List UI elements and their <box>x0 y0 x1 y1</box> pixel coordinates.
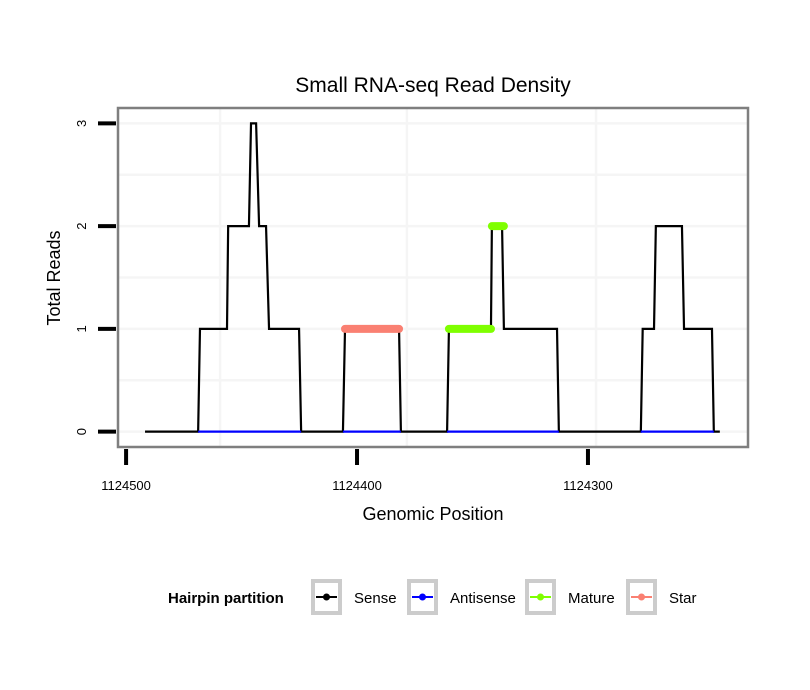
legend-label-antisense: Antisense <box>450 590 516 607</box>
y-tick-label: 0 <box>74 428 89 435</box>
legend-label-mature: Mature <box>568 590 615 607</box>
legend-key-point <box>638 593 645 601</box>
legend-key-point <box>537 593 544 601</box>
legend-entries: Sense Antisense Mature Star <box>311 579 697 615</box>
x-axis: 1124500 1124400 1124300 <box>101 449 613 493</box>
legend-entry-antisense: Antisense <box>407 579 516 615</box>
legend-label-star: Star <box>669 590 697 607</box>
series-sense <box>145 122 720 433</box>
legend-entry-mature: Mature <box>525 579 615 615</box>
x-tick-label: 1124500 <box>101 478 151 493</box>
legend-key-point <box>323 593 330 601</box>
series-mature <box>444 222 508 333</box>
series-layer <box>145 122 720 433</box>
x-axis-title: Genomic Position <box>362 504 503 524</box>
sense-line <box>145 122 720 433</box>
chart-title: Small RNA-seq Read Density <box>295 74 571 97</box>
y-tick-label: 2 <box>74 223 89 230</box>
panel-border <box>116 106 750 449</box>
x-tick-label: 1124400 <box>332 478 382 493</box>
plot-panel <box>116 106 750 449</box>
y-axis-title: Total Reads <box>44 230 64 325</box>
x-tick-label: 1124300 <box>563 478 613 493</box>
y-tick-label: 1 <box>74 325 89 332</box>
legend: Hairpin partition Sense Antisense Mature St… <box>168 579 697 615</box>
legend-key-box <box>525 579 556 615</box>
legend-entry-star: Star <box>626 579 697 615</box>
y-tick-label: 3 <box>74 120 89 127</box>
legend-title: Hairpin partition <box>168 590 284 607</box>
legend-label-sense: Sense <box>354 590 397 607</box>
legend-key-point <box>419 593 426 601</box>
legend-entry-sense: Sense <box>311 579 397 615</box>
y-axis: 0 1 2 3 <box>74 120 116 435</box>
